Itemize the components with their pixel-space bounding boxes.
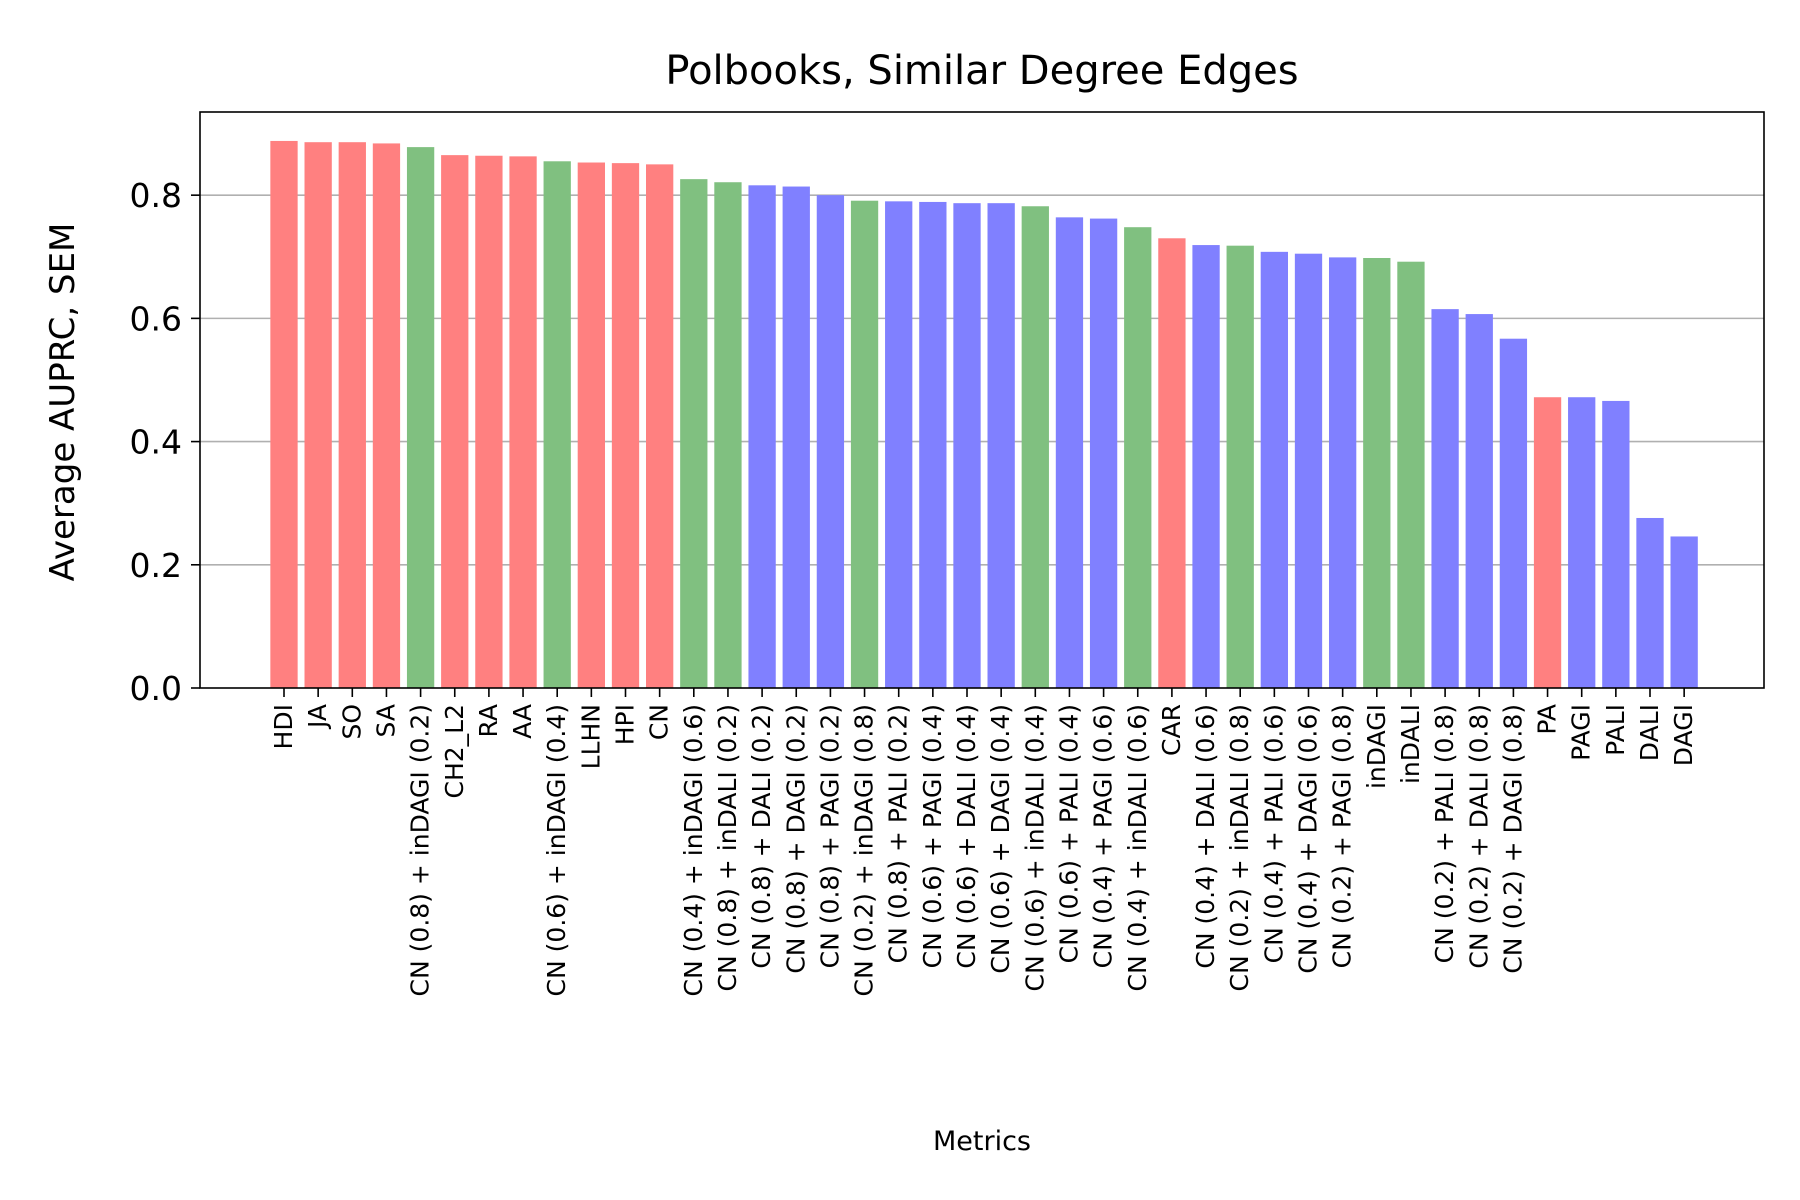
- x-tick-label: CN (0.8) + PAGI (0.2): [815, 704, 844, 968]
- bar: [850, 200, 879, 689]
- x-tick-label: CN (0.6) + DALI (0.4): [952, 704, 981, 969]
- x-tick-label: PALI: [1601, 704, 1630, 756]
- bar: [680, 179, 708, 688]
- x-tick-label: CN (0.8) + inDALI (0.2): [713, 704, 742, 991]
- x-tick-label: inDAGI: [1362, 704, 1391, 789]
- x-tick-label: DALI: [1635, 704, 1664, 761]
- x-tick-label: inDALI: [1396, 704, 1425, 784]
- bars: [270, 140, 1698, 689]
- x-tick-label: CN (0.2) + PAGI (0.8): [1328, 704, 1357, 968]
- bar: [543, 161, 571, 688]
- bar: [1158, 238, 1186, 689]
- x-tick-label: HPI: [611, 704, 640, 745]
- x-tick-label: CN: [645, 704, 674, 740]
- y-tick-label: 0.6: [130, 299, 182, 338]
- bar: [304, 142, 332, 688]
- x-tick-label: CN (0.4) + inDAGI (0.6): [679, 704, 708, 996]
- x-tick-label: RA: [474, 704, 503, 737]
- x-tick-label: CN (0.4) + DAGI (0.6): [1294, 704, 1323, 974]
- x-tick-label: CN (0.6) + PAGI (0.4): [918, 704, 947, 968]
- bar: [646, 164, 674, 688]
- bar: [1021, 206, 1049, 688]
- x-tick-label: CN (0.8) + DAGI (0.2): [781, 704, 810, 974]
- y-axis: 0.0 0.2 0.4 0.6 0.8: [130, 176, 200, 708]
- y-tick-label: 0.0: [130, 669, 182, 708]
- x-tick-label: AA: [508, 704, 537, 739]
- x-tick-label: SO: [337, 704, 366, 740]
- y-tick-label: 0.4: [130, 423, 182, 462]
- x-tick-label: HDI: [269, 704, 298, 749]
- plot-frame: [199, 111, 1765, 689]
- x-tick-label: CN (0.4) + inDALI (0.6): [1123, 704, 1152, 991]
- bar: [1226, 245, 1254, 689]
- bar: [509, 156, 537, 688]
- bar: [816, 195, 845, 688]
- x-tick-label: CN (0.2) + DAGI (0.8): [1498, 704, 1527, 974]
- x-tick-label: CN (0.4) + PAGI (0.6): [1089, 704, 1118, 968]
- bar: [270, 140, 298, 689]
- y-tick-label: 0.2: [130, 546, 182, 585]
- bar: [1670, 536, 1698, 688]
- y-tick-label: 0.8: [130, 176, 182, 215]
- bar: [441, 155, 469, 689]
- bar: [406, 147, 435, 688]
- bar: [372, 143, 401, 688]
- x-tick-label: CN (0.2) + inDALI (0.8): [1225, 704, 1254, 991]
- x-tick-label: CN (0.8) + PALI (0.2): [884, 704, 913, 963]
- bar: [1363, 258, 1391, 688]
- bar: [714, 182, 742, 688]
- x-tick-label: CN (0.2) + DALI (0.8): [1464, 704, 1493, 969]
- bar: [338, 142, 366, 688]
- x-axis: HDI JA SO SA CN (0.8) + inDAGI (0.2) CH2_L2 RA…: [269, 688, 1698, 996]
- y-axis-label: Average AUPRC, SEM: [43, 223, 83, 582]
- bar: [1294, 253, 1323, 689]
- bar: [1602, 400, 1630, 688]
- bar: [1192, 245, 1220, 688]
- bar: [1465, 314, 1493, 688]
- x-tick-label: CN (0.8) + inDAGI (0.2): [406, 704, 435, 996]
- bar: [885, 201, 913, 688]
- x-tick-label: JA: [303, 704, 332, 730]
- x-tick-label: CN (0.2) + inDAGI (0.8): [850, 704, 879, 996]
- x-tick-label: DAGI: [1669, 704, 1698, 766]
- bar: [475, 155, 503, 689]
- bar: [1089, 218, 1118, 689]
- x-tick-label: CN (0.2) + PALI (0.8): [1430, 704, 1459, 963]
- x-tick-label: CAR: [1157, 704, 1186, 756]
- x-tick-label: PAGI: [1567, 704, 1596, 761]
- bar: [611, 163, 640, 689]
- chart-title: Polbooks, Similar Degree Edges: [665, 48, 1298, 94]
- x-tick-label: PA: [1533, 704, 1562, 735]
- bar: [1055, 217, 1084, 688]
- bar: [1397, 261, 1425, 688]
- bar: [987, 203, 1015, 689]
- bar: [748, 185, 776, 689]
- x-tick-label: LLHN: [576, 704, 605, 769]
- bar: [1499, 338, 1528, 688]
- x-tick-label: CN (0.6) + inDALI (0.4): [1020, 704, 1049, 991]
- bar: [577, 162, 605, 688]
- x-tick-label: CN (0.8) + DALI (0.2): [747, 704, 776, 969]
- x-tick-label: CN (0.4) + DALI (0.6): [1191, 704, 1220, 969]
- bar: [1568, 397, 1596, 688]
- bar: [953, 203, 981, 689]
- bar: [1329, 257, 1357, 688]
- bar: [1533, 397, 1562, 688]
- bar: [919, 201, 947, 688]
- x-tick-label: CN (0.4) + PALI (0.6): [1259, 704, 1288, 963]
- bar: [1260, 251, 1288, 688]
- x-tick-label: CN (0.6) + inDAGI (0.4): [542, 704, 571, 996]
- x-tick-label: SA: [371, 704, 400, 737]
- x-tick-label: CN (0.6) + PALI (0.4): [1054, 704, 1083, 963]
- bar: [1124, 227, 1152, 688]
- x-tick-label: CN (0.6) + DAGI (0.4): [986, 704, 1015, 974]
- x-tick-label: CH2_L2: [440, 704, 469, 799]
- x-axis-label: Metrics: [933, 1126, 1031, 1157]
- bar: [782, 186, 810, 688]
- bar: [1431, 309, 1459, 688]
- bar: [1636, 517, 1664, 688]
